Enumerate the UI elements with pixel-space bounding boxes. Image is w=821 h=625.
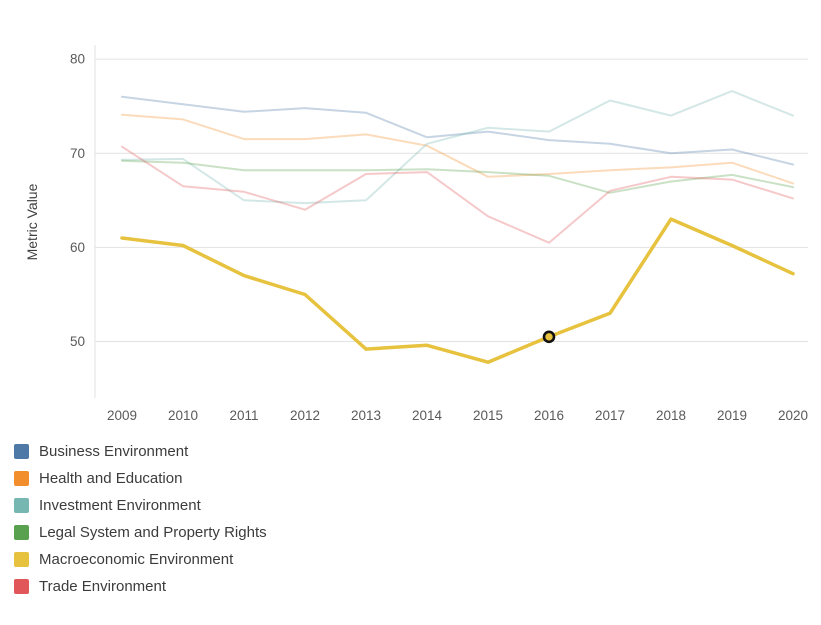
y-tick-label: 80 <box>70 52 85 67</box>
legend-item-business-environment[interactable]: Business Environment <box>14 438 821 465</box>
legend-swatch-icon <box>14 552 29 567</box>
series-line-macroeconomic-environment[interactable] <box>120 217 795 364</box>
legend: Business Environment Health and Education… <box>0 438 821 600</box>
legend-item-legal-system-and-property-rights[interactable]: Legal System and Property Rights <box>14 519 821 546</box>
legend-item-label: Trade Environment <box>39 578 167 595</box>
x-tick-label: 2014 <box>412 408 443 423</box>
x-tick-label: 2010 <box>168 408 198 423</box>
legend-item-trade-environment[interactable]: Trade Environment <box>14 573 821 600</box>
series-line-legal-system-and-property-rights[interactable] <box>121 159 794 194</box>
x-tick-label: 2020 <box>778 408 808 423</box>
x-tick-label: 2017 <box>595 408 625 423</box>
legend-item-macroeconomic-environment[interactable]: Macroeconomic Environment <box>14 546 821 573</box>
legend-item-investment-environment[interactable]: Investment Environment <box>14 492 821 519</box>
x-tick-label: 2018 <box>656 408 686 423</box>
legend-item-label: Investment Environment <box>39 497 201 514</box>
y-tick-label: 70 <box>70 146 85 161</box>
x-tick-label: 2012 <box>290 408 320 423</box>
series-line-investment-environment[interactable] <box>121 90 794 205</box>
legend-swatch-icon <box>14 579 29 594</box>
y-axis-title: Metric Value <box>24 183 40 261</box>
series-line-business-environment[interactable] <box>121 95 794 166</box>
legend-swatch-icon <box>14 498 29 513</box>
x-tick-label: 2015 <box>473 408 503 423</box>
x-tick-label: 2011 <box>229 408 258 423</box>
legend-item-label: Legal System and Property Rights <box>39 524 267 541</box>
y-tick-label: 60 <box>70 240 85 255</box>
legend-item-label: Health and Education <box>39 470 183 487</box>
line-chart: Metric Value 50 60 70 80 2009 2010 2011 2012 201… <box>24 45 808 423</box>
y-tick-label: 50 <box>70 334 85 349</box>
legend-swatch-icon <box>14 444 29 459</box>
x-tick-label: 2016 <box>534 408 564 423</box>
x-tick-label: 2009 <box>107 408 137 423</box>
legend-item-label: Macroeconomic Environment <box>39 551 234 568</box>
x-tick-label: 2019 <box>717 408 747 423</box>
series-line-health-and-education[interactable] <box>121 113 794 185</box>
x-tick-label: 2013 <box>351 408 381 423</box>
series-line-trade-environment[interactable] <box>121 145 794 244</box>
chart-svg: 50 60 70 80 2009 2010 2011 2012 2013 2014 2015 2016… <box>70 45 808 423</box>
legend-item-health-and-education[interactable]: Health and Education <box>14 465 821 492</box>
legend-swatch-icon <box>14 471 29 486</box>
legend-item-label: Business Environment <box>39 443 189 460</box>
legend-swatch-icon <box>14 525 29 540</box>
highlighted-point[interactable] <box>542 330 556 344</box>
